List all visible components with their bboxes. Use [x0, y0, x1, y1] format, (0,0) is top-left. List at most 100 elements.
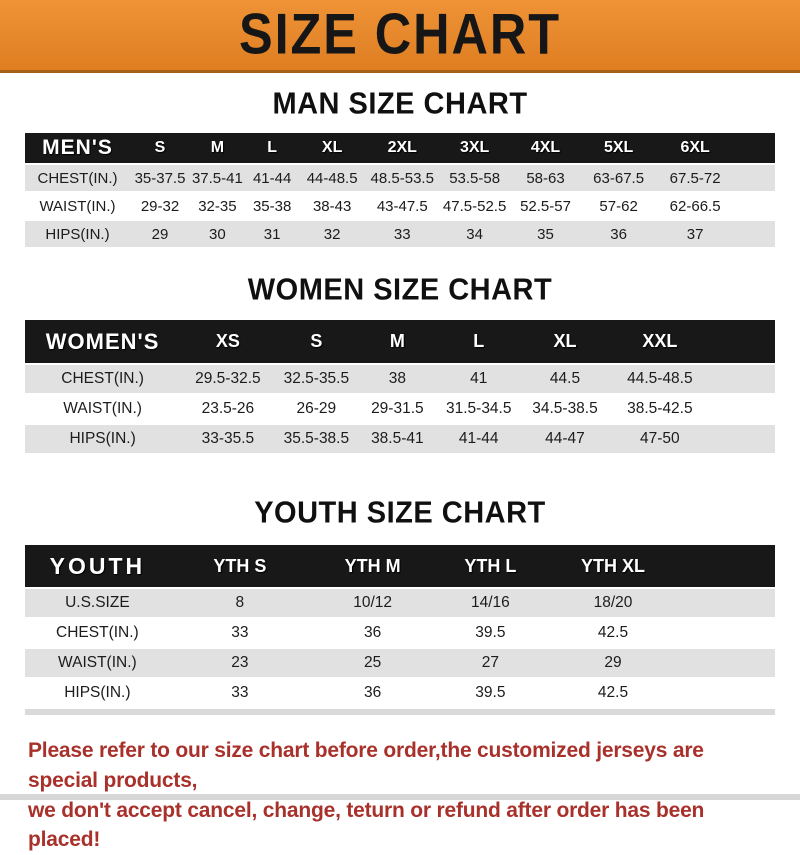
table-row-chest: CHEST(IN.) 33 36 39.5 42.5 [25, 619, 775, 647]
size-cell: 38-43 [299, 193, 365, 219]
size-cell: 29 [545, 649, 681, 677]
size-cell: 35 [509, 221, 582, 247]
size-cell: 10/12 [309, 589, 436, 617]
cell-filler [709, 395, 775, 423]
size-cell: 48.5-53.5 [364, 165, 440, 191]
header-filler [734, 133, 775, 163]
size-cell: 38.5-42.5 [609, 395, 710, 423]
men-size-table: MEN'S S M L XL 2XL 3XL 4XL 5XL 6XL CHEST… [25, 131, 775, 249]
column-header: YTH M [309, 545, 436, 587]
row-label: HIPS(IN.) [25, 425, 181, 453]
size-cell: 8 [169, 589, 310, 617]
size-cell: 31 [244, 221, 300, 247]
size-cell: 29 [130, 221, 190, 247]
cell-filler [734, 221, 775, 247]
table-row-waist: WAIST(IN.) 23.5-26 26-29 29-31.5 31.5-34… [25, 395, 775, 423]
column-header: S [275, 320, 358, 363]
size-cell: 39.5 [435, 679, 546, 707]
table-row-waist: WAIST(IN.) 23 25 27 29 [25, 649, 775, 677]
size-cell: 32-35 [190, 193, 245, 219]
row-label: CHEST(IN.) [25, 165, 130, 191]
header-filler [709, 320, 775, 363]
youth-size-table-wrap: YOUTH YTH S YTH M YTH L YTH XL U.S.SIZE … [25, 543, 775, 715]
size-cell: 41-44 [244, 165, 300, 191]
row-label: WAIST(IN.) [25, 193, 130, 219]
column-header: M [190, 133, 245, 163]
size-cell: 36 [309, 679, 436, 707]
column-header: XL [519, 320, 610, 363]
size-cell: 35-38 [244, 193, 300, 219]
column-header: XL [299, 133, 365, 163]
table-row-waist: WAIST(IN.) 29-32 32-35 35-38 38-43 43-47… [25, 193, 775, 219]
column-header: 4XL [509, 133, 582, 163]
size-cell: 33-35.5 [180, 425, 276, 453]
row-label: HIPS(IN.) [25, 221, 130, 247]
size-cell: 43-47.5 [364, 193, 440, 219]
size-cell: 58-63 [509, 165, 582, 191]
column-header: 6XL [655, 133, 735, 163]
size-cell: 44-47 [519, 425, 610, 453]
youth-corner-label: YOUTH [25, 545, 170, 587]
disclaimer-line-2: we don't accept cancel, change, teturn o… [28, 798, 705, 852]
size-cell: 67.5-72 [655, 165, 735, 191]
column-header: 2XL [364, 133, 440, 163]
size-cell: 44-48.5 [299, 165, 365, 191]
men-size-section: MAN SIZE CHART MEN'S S M L XL 2XL 3XL 4X… [0, 87, 800, 249]
size-cell: 38 [357, 365, 438, 393]
size-cell: 57-62 [581, 193, 656, 219]
size-cell: 33 [169, 679, 310, 707]
column-header: L [437, 320, 520, 363]
youth-size-chart-title: YOUTH SIZE CHART [254, 496, 546, 530]
size-cell: 23 [169, 649, 310, 677]
bottom-edge-strip [0, 794, 800, 800]
size-cell: 29-31.5 [357, 395, 438, 423]
size-cell: 26-29 [275, 395, 358, 423]
column-header: L [244, 133, 300, 163]
size-cell: 35-37.5 [130, 165, 190, 191]
size-cell: 23.5-26 [180, 395, 276, 423]
size-cell: 41 [437, 365, 520, 393]
size-cell: 29.5-32.5 [180, 365, 276, 393]
column-header: 3XL [439, 133, 510, 163]
size-cell: 31.5-34.5 [437, 395, 520, 423]
size-cell: 44.5-48.5 [609, 365, 710, 393]
size-cell: 35.5-38.5 [275, 425, 358, 453]
table-row-hips: HIPS(IN.) 33-35.5 35.5-38.5 38.5-41 41-4… [25, 425, 775, 453]
size-cell: 25 [309, 649, 436, 677]
size-cell: 37.5-41 [190, 165, 245, 191]
cell-filler [680, 649, 775, 677]
size-cell: 27 [435, 649, 546, 677]
size-cell: 34.5-38.5 [519, 395, 610, 423]
size-cell: 53.5-58 [439, 165, 510, 191]
cell-filler [680, 619, 775, 647]
column-header: XS [180, 320, 276, 363]
column-header: M [357, 320, 438, 363]
size-cell: 32 [299, 221, 365, 247]
size-cell: 30 [190, 221, 245, 247]
size-chart-banner: SIZE CHART [0, 0, 800, 73]
column-header: YTH L [435, 545, 546, 587]
women-size-chart-title: WOMEN SIZE CHART [247, 273, 553, 307]
column-header: YTH S [169, 545, 310, 587]
table-row-chest: CHEST(IN.) 35-37.5 37.5-41 41-44 44-48.5… [25, 165, 775, 191]
men-size-table-wrap: MEN'S S M L XL 2XL 3XL 4XL 5XL 6XL CHEST… [25, 131, 775, 249]
cell-filler [734, 165, 775, 191]
row-label: WAIST(IN.) [25, 395, 181, 423]
table-row-chest: CHEST(IN.) 29.5-32.5 32.5-35.5 38 41 44.… [25, 365, 775, 393]
header-filler [680, 545, 775, 587]
row-label: HIPS(IN.) [25, 679, 170, 707]
table-row-ussize: U.S.SIZE 8 10/12 14/16 18/20 [25, 589, 775, 617]
column-header: XXL [609, 320, 710, 363]
cell-filler [680, 679, 775, 707]
youth-size-section: YOUTH SIZE CHART YOUTH YTH S YTH M YTH L… [0, 496, 800, 715]
table-row-hips: HIPS(IN.) 29 30 31 32 33 34 35 36 37 [25, 221, 775, 247]
row-label: U.S.SIZE [25, 589, 170, 617]
cell-filler [680, 589, 775, 617]
size-cell: 32.5-35.5 [275, 365, 358, 393]
women-size-table: WOMEN'S XS S M L XL XXL CHEST(IN.) 29.5-… [25, 318, 775, 455]
size-cell: 34 [439, 221, 510, 247]
women-size-table-wrap: WOMEN'S XS S M L XL XXL CHEST(IN.) 29.5-… [25, 318, 775, 455]
men-header-row: MEN'S S M L XL 2XL 3XL 4XL 5XL 6XL [25, 133, 775, 163]
size-cell: 52.5-57 [509, 193, 582, 219]
size-chart-title: SIZE CHART [238, 3, 562, 67]
